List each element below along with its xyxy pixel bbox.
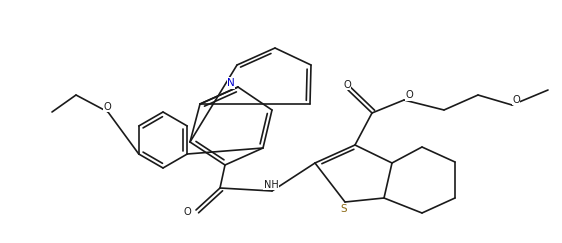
Text: NH: NH: [264, 180, 278, 190]
Text: O: O: [183, 207, 191, 217]
Text: O: O: [512, 95, 520, 104]
Text: O: O: [405, 90, 413, 100]
Text: O: O: [343, 79, 351, 89]
Text: S: S: [341, 204, 347, 214]
Text: O: O: [103, 102, 111, 112]
Text: N: N: [227, 78, 235, 88]
